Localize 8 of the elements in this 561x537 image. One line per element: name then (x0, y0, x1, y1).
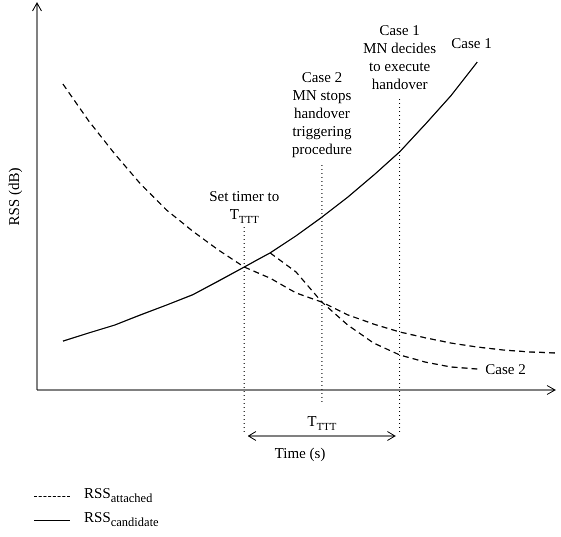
x-axis-title: Time (s) (274, 446, 326, 462)
legend-label: RSS$_{attached}$ (84, 486, 152, 506)
y-axis-title: RSS (dB) (7, 168, 23, 226)
annotation: Case 2 MN stops handover triggering procedure (292, 70, 352, 158)
legend-label: RSS$_{candidate}$ (84, 510, 159, 530)
text: Case 1 (451, 36, 492, 52)
annotation: Case 1 MN decides to execute handover (363, 23, 436, 93)
annotation: Case 2 (485, 362, 526, 378)
